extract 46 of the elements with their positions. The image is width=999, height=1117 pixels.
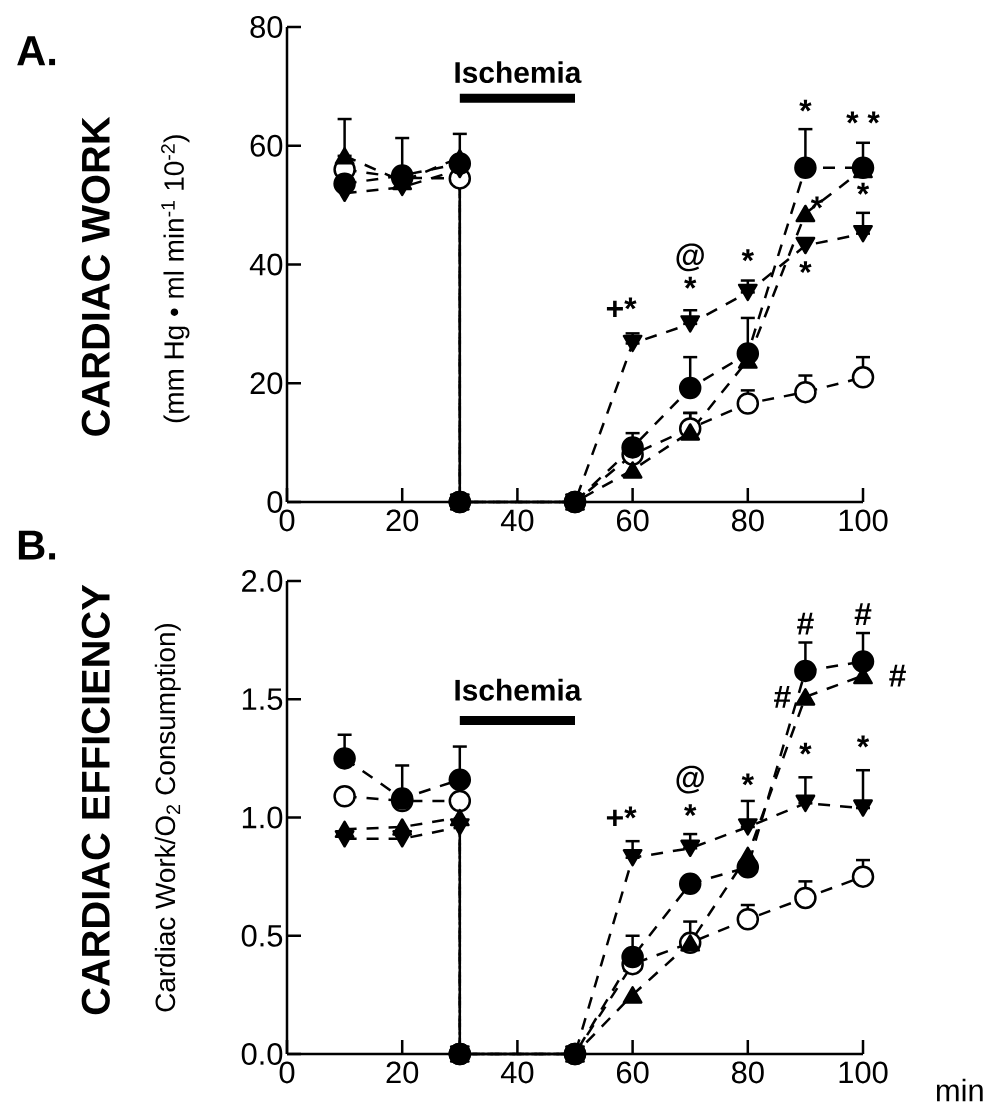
annotation: # [854,603,872,625]
y-tick-label: 0.5 [241,924,283,947]
y-axis-title: CARDIAC EFFICIENCY [81,584,110,1015]
y-axis-title: CARDIAC WORK [81,116,110,436]
annotation: * [741,773,754,786]
annotation: +* [606,297,637,317]
annotation: @ [676,243,704,272]
y-tick-label: 40 [249,253,283,276]
annotation: # [797,612,814,635]
text: A. [17,36,56,66]
text: (mm Hg • ml min$^{-1}$ 10$^{-2}$) [161,135,190,423]
x-tick-label: 20 [386,509,419,532]
annotation: +* [606,806,637,826]
annotation: * [799,742,812,755]
annotation: # [774,686,791,708]
annotation: * [741,249,754,262]
text: # [889,664,906,687]
annotation: * [799,261,812,274]
annotation: * * [846,111,880,124]
x-tick-label: 100 [839,509,888,532]
y-tick-label: 20 [250,372,283,395]
x-tick-label: 80 [731,509,764,532]
annotation: @ [676,765,704,794]
annotation: * [684,276,697,289]
text: Cardiac Work/O$_{2}$ Consumption) [154,623,181,1012]
y-tick-label: 60 [250,134,283,157]
y-tick-label: 80 [250,16,283,38]
annotation: * [856,182,870,195]
x-tick-label: 60 [616,1061,649,1084]
annotation: * [810,196,824,209]
text: B. [18,530,56,560]
x-tick-label: 20 [386,1061,419,1084]
y-tick-label: 2.0 [242,570,283,592]
annotation: * [856,735,870,748]
x-tick-label: 100 [839,1061,888,1084]
x-tick-label: 40 [500,509,534,532]
x-tick-label: 40 [500,1061,534,1084]
x-tick-label: 60 [616,509,649,532]
x-axis-title: min [936,1078,983,1102]
annotation: * [684,804,697,817]
annotation: Ischemia [455,678,582,701]
y-tick-label: 1.5 [242,688,283,711]
y-tick-label: 1.0 [242,806,283,829]
x-tick-label: 80 [731,1061,764,1084]
annotation: * [799,99,812,112]
annotation: Ischemia [455,61,582,84]
